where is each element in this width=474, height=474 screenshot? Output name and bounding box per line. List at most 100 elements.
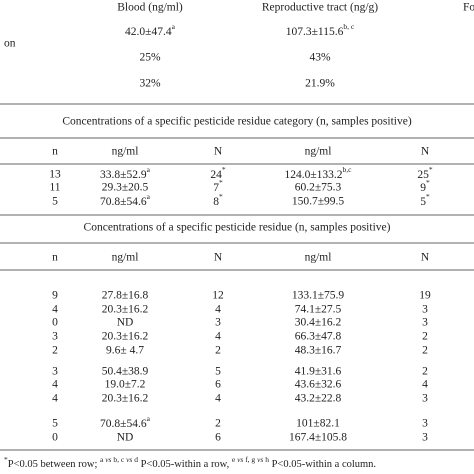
cell: 4 bbox=[215, 393, 221, 405]
cell-superscript: * bbox=[222, 165, 226, 174]
cell-superscript: a bbox=[147, 165, 151, 174]
cell: 3 bbox=[422, 432, 428, 444]
column-header: ng/ml bbox=[305, 252, 332, 264]
cell: 60.2±75.3 bbox=[295, 182, 342, 194]
cell: 19 bbox=[419, 290, 431, 302]
cell: 4 bbox=[215, 304, 221, 316]
cell-superscript: a bbox=[147, 192, 151, 201]
cell: 70.8±54.6a bbox=[100, 192, 151, 207]
footnote-part: d bbox=[134, 455, 138, 464]
cell: 74.1±27.5 bbox=[295, 304, 342, 316]
footnote-part: vs bbox=[124, 455, 134, 464]
cell: 7* bbox=[213, 178, 223, 193]
cell: 43.6±32.6 bbox=[295, 379, 342, 391]
row-label: on bbox=[4, 38, 16, 50]
cell: ND bbox=[117, 432, 134, 444]
cell: 2 bbox=[215, 345, 221, 357]
cell: 3 bbox=[422, 418, 428, 430]
cell: 5 bbox=[215, 366, 221, 378]
cell-superscript: a bbox=[147, 414, 151, 423]
cell: 3 bbox=[422, 393, 428, 405]
cell-value: 70.8±54.6 bbox=[100, 418, 147, 430]
section-title: Concentrations of a specific pesticide r… bbox=[62, 116, 412, 128]
cell: 3 bbox=[422, 317, 428, 329]
cell: ND bbox=[117, 317, 134, 329]
cell: 43% bbox=[309, 52, 331, 64]
cell: 101±82.1 bbox=[296, 418, 340, 430]
cell: 43.2±22.8 bbox=[295, 393, 342, 405]
column-header: N bbox=[421, 252, 430, 264]
cell: 8* bbox=[213, 192, 223, 207]
cell: 107.3±115.6b, c bbox=[286, 22, 355, 37]
cell: 41.9±31.6 bbox=[295, 366, 342, 378]
cell: 25% bbox=[139, 52, 161, 64]
cell: 21.9% bbox=[305, 78, 335, 90]
cell: 4 bbox=[52, 393, 58, 405]
footnote-part: P<0.05-within a column. bbox=[269, 459, 376, 470]
cell-value: 70.8±54.6 bbox=[100, 196, 147, 208]
cell-value: 5 bbox=[420, 196, 426, 208]
cell: 12 bbox=[212, 290, 224, 302]
footnote-part: vs bbox=[103, 455, 113, 464]
cell: 32% bbox=[139, 78, 161, 90]
cell: 50.4±38.9 bbox=[102, 366, 149, 378]
cell-superscript: * bbox=[429, 165, 433, 174]
cell: 6 bbox=[215, 379, 221, 391]
footnote-part: f, g bbox=[245, 455, 255, 464]
cell: 20.3±16.2 bbox=[102, 393, 149, 405]
footnote-part: vs bbox=[235, 455, 245, 464]
cell: 2 bbox=[422, 366, 428, 378]
footnote: *P<0.05 between row; a vs b, c vs d P<0.… bbox=[4, 455, 376, 470]
cell: 2 bbox=[422, 345, 428, 357]
column-header: n bbox=[52, 252, 58, 264]
cell: 9* bbox=[420, 178, 430, 193]
column-header: Fo bbox=[463, 2, 474, 14]
cell: 4 bbox=[215, 331, 221, 343]
cell: 24* bbox=[210, 165, 226, 180]
cell: 3 bbox=[215, 317, 221, 329]
cell-value: 107.3±115.6 bbox=[286, 26, 344, 38]
cell-superscript: * bbox=[426, 178, 430, 187]
cell: 13 bbox=[49, 169, 61, 181]
column-header: N bbox=[421, 146, 430, 158]
column-header: ng/ml bbox=[305, 146, 332, 158]
cell: 20.3±16.2 bbox=[102, 331, 149, 343]
cell-superscript: b, c bbox=[343, 22, 355, 31]
column-header: N bbox=[214, 252, 223, 264]
cell: 25* bbox=[417, 165, 433, 180]
cell: 27.8±16.8 bbox=[102, 290, 149, 302]
cell: 3 bbox=[422, 304, 428, 316]
cell: 19.0±7.2 bbox=[105, 379, 146, 391]
column-header: n bbox=[52, 146, 58, 158]
cell: 3 bbox=[52, 366, 58, 378]
cell-value: 7 bbox=[213, 182, 219, 194]
cell: 167.4±105.8 bbox=[289, 432, 347, 444]
cell-value: 24 bbox=[210, 169, 222, 181]
column-header: ng/ml bbox=[112, 252, 139, 264]
cell-value: 42.0±47.4 bbox=[125, 26, 172, 38]
footnote-part: a bbox=[100, 455, 104, 464]
cell: 9.6± 4.7 bbox=[106, 345, 144, 357]
column-header: ng/ml bbox=[112, 146, 139, 158]
cell: 3 bbox=[52, 331, 58, 343]
cell: 66.3±47.8 bbox=[295, 331, 342, 343]
cell: 29.3±20.5 bbox=[102, 182, 149, 194]
cell-value: 8 bbox=[213, 196, 219, 208]
cell: 4 bbox=[52, 304, 58, 316]
cell-superscript: * bbox=[219, 178, 223, 187]
cell-value: 25 bbox=[417, 169, 429, 181]
footnote-part: e bbox=[232, 455, 236, 464]
cell: 6 bbox=[215, 432, 221, 444]
cell: 133.1±75.9 bbox=[292, 290, 345, 302]
cell: 5* bbox=[420, 192, 430, 207]
cell-value: 9 bbox=[420, 182, 426, 194]
cell-superscript: * bbox=[219, 192, 223, 201]
cell: 9 bbox=[52, 290, 58, 302]
cell: 2 bbox=[422, 331, 428, 343]
cell-superscript: b,c bbox=[343, 165, 353, 174]
cell-superscript: * bbox=[426, 192, 430, 201]
footnote-part: * bbox=[4, 455, 8, 464]
cell: 124.0±133.2b,c bbox=[284, 165, 352, 180]
